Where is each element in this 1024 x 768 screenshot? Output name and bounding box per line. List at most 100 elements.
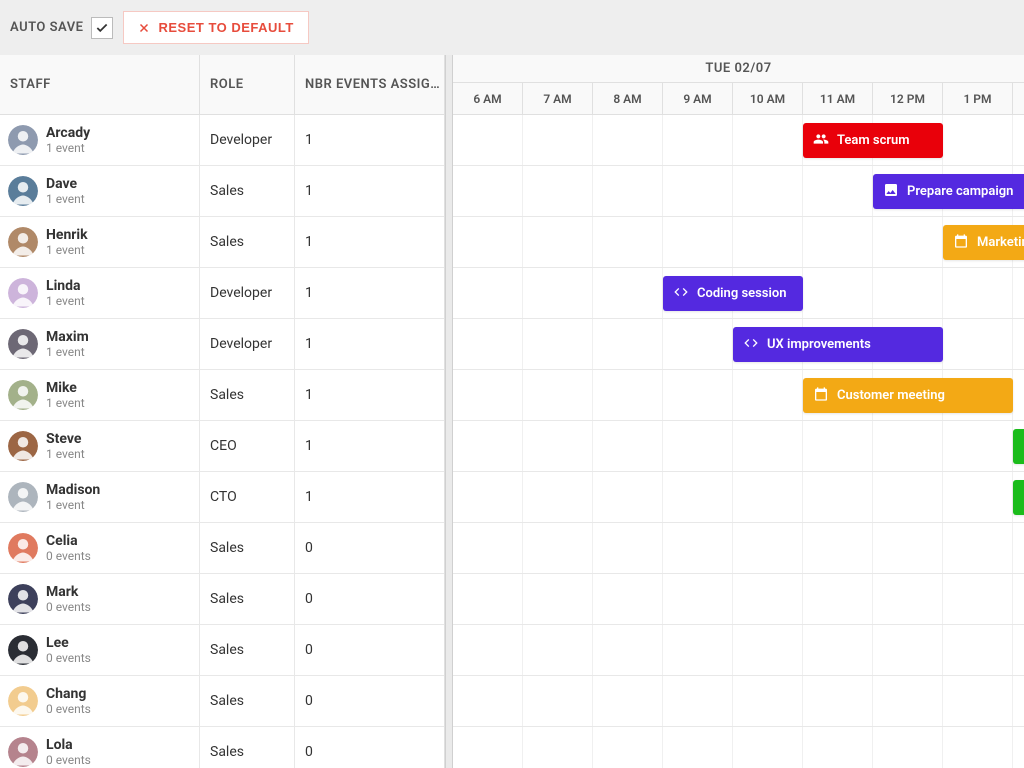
staff-row[interactable]: Arcady1 eventDeveloper1 (0, 115, 444, 166)
timeline-slot[interactable] (943, 472, 1013, 522)
timeline-slot[interactable] (873, 523, 943, 573)
timeline-slot[interactable] (663, 472, 733, 522)
timeline-slot[interactable] (873, 217, 943, 267)
timeline-slot[interactable] (943, 421, 1013, 471)
date-header[interactable]: TUE 02/07 (453, 55, 1024, 83)
staff-row[interactable]: Linda1 eventDeveloper1 (0, 268, 444, 319)
staff-row[interactable]: Madison1 eventCTO1 (0, 472, 444, 523)
timeline-slot[interactable] (523, 727, 593, 768)
timeline-slot[interactable] (943, 319, 1013, 369)
timeline-slot[interactable] (1013, 115, 1024, 165)
timeline-row[interactable] (453, 421, 1024, 472)
timeline-slot[interactable] (803, 523, 873, 573)
timeline-slot[interactable] (523, 625, 593, 675)
timeline-slot[interactable] (593, 115, 663, 165)
staff-row[interactable]: Dave1 eventSales1 (0, 166, 444, 217)
timeline-slot[interactable] (803, 268, 873, 318)
column-splitter[interactable] (445, 55, 453, 768)
col-header-staff[interactable]: STAFF (0, 55, 200, 114)
staff-row[interactable]: Steve1 eventCEO1 (0, 421, 444, 472)
timeline-slot[interactable] (943, 676, 1013, 726)
timeline-slot[interactable] (803, 676, 873, 726)
staff-row[interactable]: Celia0 eventsSales0 (0, 523, 444, 574)
timeline-slot[interactable] (943, 574, 1013, 624)
timeline-slot[interactable] (663, 727, 733, 768)
timeline-slot[interactable] (943, 523, 1013, 573)
event-bar[interactable]: UX improvements (733, 327, 943, 362)
event-bar[interactable]: Prepare campaign (873, 174, 1024, 209)
timeline-slot[interactable] (663, 319, 733, 369)
timeline-slot[interactable] (663, 676, 733, 726)
timeline-slot[interactable] (873, 727, 943, 768)
timeline-slot[interactable] (663, 523, 733, 573)
timeline-row[interactable] (453, 727, 1024, 768)
timeline-slot[interactable] (663, 421, 733, 471)
timeline-row[interactable]: Team scrum (453, 115, 1024, 166)
staff-row[interactable]: Mark0 eventsSales0 (0, 574, 444, 625)
timeline-row[interactable]: Coding session (453, 268, 1024, 319)
timeline-slot[interactable] (803, 217, 873, 267)
timeline-slot[interactable] (523, 217, 593, 267)
timeline-slot[interactable] (523, 370, 593, 420)
timeline-slot[interactable] (523, 268, 593, 318)
timeline-slot[interactable] (593, 217, 663, 267)
timeline-slot[interactable] (453, 268, 523, 318)
hour-header-cell[interactable]: 8 AM (593, 83, 663, 114)
timeline-slot[interactable] (453, 472, 523, 522)
timeline-slot[interactable] (523, 421, 593, 471)
timeline-slot[interactable] (733, 217, 803, 267)
timeline-slot[interactable] (453, 727, 523, 768)
timeline-slot[interactable] (663, 625, 733, 675)
hour-header-cell[interactable]: 12 PM (873, 83, 943, 114)
timeline-slot[interactable] (803, 574, 873, 624)
timeline-slot[interactable] (593, 166, 663, 216)
timeline-slot[interactable] (593, 319, 663, 369)
timeline-slot[interactable] (733, 676, 803, 726)
timeline-slot[interactable] (1013, 625, 1024, 675)
timeline-slot[interactable] (523, 676, 593, 726)
reset-button[interactable]: RESET TO DEFAULT (123, 11, 308, 44)
timeline-slot[interactable] (523, 523, 593, 573)
staff-row[interactable]: Lee0 eventsSales0 (0, 625, 444, 676)
timeline-slot[interactable] (593, 370, 663, 420)
timeline-slot[interactable] (663, 166, 733, 216)
timeline-slot[interactable] (453, 115, 523, 165)
timeline-slot[interactable] (803, 625, 873, 675)
event-bar[interactable]: Coding session (663, 276, 803, 311)
timeline-slot[interactable] (873, 574, 943, 624)
timeline-slot[interactable] (873, 472, 943, 522)
hour-header-cell[interactable]: 2 PM (1013, 83, 1024, 114)
timeline-row[interactable] (453, 523, 1024, 574)
timeline-slot[interactable] (523, 574, 593, 624)
timeline-slot[interactable] (733, 523, 803, 573)
timeline-slot[interactable] (873, 268, 943, 318)
timeline-slot[interactable] (663, 370, 733, 420)
event-bar[interactable] (1013, 429, 1024, 464)
timeline-row[interactable]: Prepare campaign (453, 166, 1024, 217)
hour-header-cell[interactable]: 6 AM (453, 83, 523, 114)
timeline-row[interactable] (453, 625, 1024, 676)
timeline-slot[interactable] (943, 115, 1013, 165)
timeline-slot[interactable] (453, 574, 523, 624)
timeline-row[interactable] (453, 472, 1024, 523)
timeline-row[interactable]: Marketing (453, 217, 1024, 268)
timeline-slot[interactable] (523, 115, 593, 165)
timeline-slot[interactable] (593, 625, 663, 675)
timeline-slot[interactable] (873, 421, 943, 471)
timeline-slot[interactable] (733, 727, 803, 768)
timeline-slot[interactable] (803, 421, 873, 471)
hour-header-cell[interactable]: 9 AM (663, 83, 733, 114)
hour-header-cell[interactable]: 11 AM (803, 83, 873, 114)
timeline-slot[interactable] (453, 166, 523, 216)
autosave-toggle[interactable]: AUTO SAVE (10, 17, 113, 39)
staff-row[interactable]: Mike1 eventSales1 (0, 370, 444, 421)
timeline-slot[interactable] (593, 574, 663, 624)
timeline-slot[interactable] (663, 217, 733, 267)
timeline-slot[interactable] (1013, 319, 1024, 369)
timeline-slot[interactable] (453, 319, 523, 369)
timeline-slot[interactable] (733, 370, 803, 420)
timeline-slot[interactable] (943, 625, 1013, 675)
staff-row[interactable]: Lola0 eventsSales0 (0, 727, 444, 768)
timeline-slot[interactable] (733, 421, 803, 471)
timeline-slot[interactable] (803, 472, 873, 522)
